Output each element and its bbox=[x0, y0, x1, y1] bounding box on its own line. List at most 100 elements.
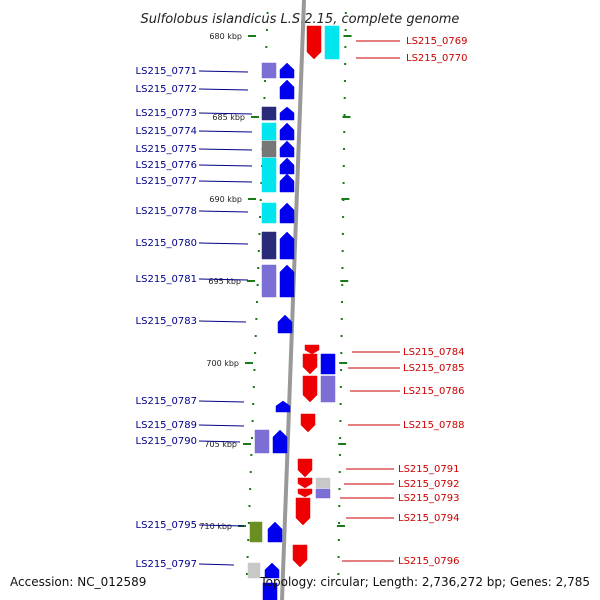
gene-feature[interactable] bbox=[279, 202, 295, 224]
gene-feature[interactable] bbox=[306, 25, 322, 60]
gene-label-left[interactable]: LS215_0781 bbox=[136, 274, 197, 285]
gene-feature[interactable] bbox=[324, 25, 340, 60]
tick-dot bbox=[337, 539, 340, 541]
gene-label-left[interactable]: LS215_0787 bbox=[136, 396, 197, 407]
gene-feature[interactable] bbox=[279, 157, 295, 175]
gene-feature[interactable] bbox=[315, 488, 331, 499]
tick-dot bbox=[338, 522, 341, 524]
gene-label-right[interactable]: LS215_0784 bbox=[403, 347, 464, 358]
tick-dot bbox=[249, 488, 252, 490]
leader-line bbox=[198, 88, 249, 91]
gene-label-left[interactable]: LS215_0777 bbox=[136, 176, 197, 187]
gene-feature[interactable] bbox=[302, 353, 318, 375]
gene-feature[interactable] bbox=[297, 458, 313, 478]
tick-dot bbox=[253, 369, 256, 371]
gene-label-right[interactable]: LS215_0786 bbox=[403, 386, 464, 397]
gene-feature[interactable] bbox=[261, 106, 277, 121]
tick-dot bbox=[344, 46, 347, 48]
gene-feature[interactable] bbox=[279, 231, 295, 260]
gene-feature[interactable] bbox=[261, 140, 277, 158]
gene-label-right[interactable]: LS215_0791 bbox=[398, 464, 459, 475]
gene-feature[interactable] bbox=[279, 79, 295, 100]
tick-dot bbox=[339, 437, 342, 439]
leader-line bbox=[198, 164, 253, 167]
tick-dot bbox=[341, 250, 344, 252]
gene-labels: LS215_0771 LS215_0772 LS215_0773 LS215_0774… bbox=[136, 36, 468, 570]
gene-label-right[interactable]: LS215_0770 bbox=[406, 53, 467, 64]
gene-label-right[interactable]: LS215_0788 bbox=[403, 420, 464, 431]
gene-feature[interactable] bbox=[272, 429, 288, 454]
gene-feature[interactable] bbox=[304, 344, 320, 355]
gene-feature[interactable] bbox=[262, 582, 278, 600]
gene-feature[interactable] bbox=[320, 375, 336, 403]
tick-dot bbox=[246, 556, 249, 558]
gene-feature[interactable] bbox=[279, 122, 295, 141]
gene-label-left[interactable]: LS215_0776 bbox=[136, 160, 197, 171]
tick-dot bbox=[339, 420, 342, 422]
gene-label-left[interactable]: LS215_0783 bbox=[136, 316, 197, 327]
gene-feature[interactable] bbox=[267, 521, 283, 543]
gene-feature[interactable] bbox=[279, 62, 295, 79]
gene-feature[interactable] bbox=[261, 173, 277, 193]
tick-dot bbox=[344, 12, 347, 14]
genome-backbone bbox=[280, 0, 306, 600]
gene-feature[interactable] bbox=[249, 521, 263, 543]
tick-dot bbox=[341, 284, 344, 286]
genome-summary-text: Topology: circular; Length: 2,736,272 bp… bbox=[259, 575, 590, 589]
kbp-label: 680 kbp bbox=[209, 32, 242, 41]
gene-label-left[interactable]: LS215_0780 bbox=[136, 238, 197, 249]
tick-dot bbox=[344, 63, 347, 65]
gene-feature[interactable] bbox=[261, 264, 277, 298]
gene-label-left[interactable]: LS215_0778 bbox=[136, 206, 197, 217]
gene-label-right[interactable]: LS215_0792 bbox=[398, 479, 459, 490]
gene-feature[interactable] bbox=[261, 231, 277, 260]
gene-label-left[interactable]: LS215_0772 bbox=[136, 84, 197, 95]
gene-feature[interactable] bbox=[247, 562, 261, 579]
gene-feature[interactable] bbox=[261, 202, 277, 224]
gene-feature[interactable] bbox=[275, 400, 291, 413]
gene-label-left[interactable]: LS215_0774 bbox=[136, 126, 197, 137]
gene-feature[interactable] bbox=[297, 477, 313, 489]
gene-feature[interactable] bbox=[279, 173, 295, 193]
gene-feature[interactable] bbox=[302, 375, 318, 403]
kbp-scale: 680 kbp 685 kbp 690 kbp 695 kbp 700 kbp 705 k… bbox=[199, 32, 352, 531]
tick-dot bbox=[255, 318, 258, 320]
gene-feature[interactable] bbox=[279, 106, 295, 121]
gene-label-left[interactable]: LS215_0771 bbox=[136, 66, 197, 77]
gene-feature[interactable] bbox=[297, 488, 313, 498]
kbp-label: 685 kbp bbox=[212, 113, 245, 122]
gene-label-left[interactable]: LS215_0775 bbox=[136, 144, 197, 155]
gene-label-left[interactable]: LS215_0795 bbox=[136, 520, 197, 531]
gene-label-left[interactable]: LS215_0773 bbox=[136, 108, 197, 119]
leader-line bbox=[198, 242, 249, 245]
gene-label-right[interactable]: LS215_0769 bbox=[406, 36, 467, 47]
gene-feature[interactable] bbox=[279, 140, 295, 158]
gene-feature[interactable] bbox=[277, 314, 293, 334]
gene-feature[interactable] bbox=[279, 264, 295, 298]
tick-dot bbox=[338, 454, 341, 456]
gene-feature[interactable] bbox=[261, 122, 277, 141]
tick-dot bbox=[257, 267, 260, 269]
gene-label-left[interactable]: LS215_0790 bbox=[136, 436, 197, 447]
gene-feature[interactable] bbox=[300, 413, 316, 433]
leader-line bbox=[198, 400, 245, 403]
gene-feature[interactable] bbox=[264, 562, 280, 579]
gene-feature[interactable] bbox=[295, 497, 311, 526]
tick-dot bbox=[254, 335, 257, 337]
map-title: Sulfolobus islandicus L.S.2.15, complete… bbox=[141, 12, 460, 27]
gene-label-left[interactable]: LS215_0789 bbox=[136, 420, 197, 431]
gene-label-right[interactable]: LS215_0793 bbox=[398, 493, 459, 504]
gene-label-right[interactable]: LS215_0794 bbox=[398, 513, 459, 524]
gene-feature[interactable] bbox=[261, 157, 277, 175]
gene-feature[interactable] bbox=[261, 62, 277, 79]
gene-feature[interactable] bbox=[254, 429, 270, 454]
gene-feature[interactable] bbox=[315, 477, 331, 489]
gene-label-right[interactable]: LS215_0785 bbox=[403, 363, 464, 374]
tick-dot bbox=[342, 165, 345, 167]
gene-label-left[interactable]: LS215_0797 bbox=[136, 559, 197, 570]
gene-label-right[interactable]: LS215_0796 bbox=[398, 556, 459, 567]
tick-dot bbox=[342, 182, 345, 184]
tick-dot bbox=[260, 182, 263, 184]
gene-feature[interactable] bbox=[320, 353, 336, 375]
gene-feature[interactable] bbox=[292, 544, 308, 568]
